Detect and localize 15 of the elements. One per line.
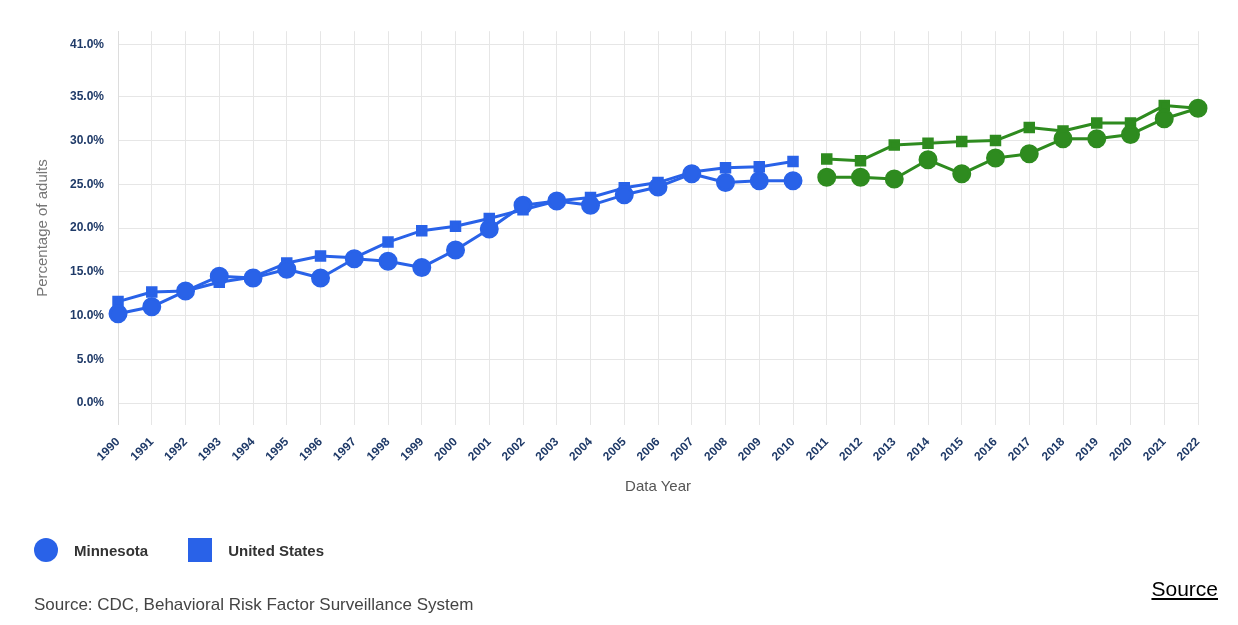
y-tick-label: 20.0% — [69, 220, 105, 235]
y-tick-label: 35.0% — [69, 89, 105, 104]
source-note: Source: CDC, Behavioral Risk Factor Surveillance System — [34, 595, 474, 615]
y-tick-label: 5.0% — [76, 351, 105, 366]
y-tick-label: 41.0% — [69, 36, 105, 51]
text: Source — [1151, 577, 1218, 601]
y-axis-title: Percentage of adults — [33, 159, 51, 297]
y-tick-label: 25.0% — [69, 176, 105, 191]
y-tick-label: 10.0% — [69, 307, 105, 322]
y-tick-label: 30.0% — [69, 132, 105, 147]
x-axis-title: Data Year — [625, 477, 691, 495]
legend-label: Minnesota — [74, 541, 149, 559]
y-tick-label: 15.0% — [69, 264, 105, 279]
y-tick-label: 0.0% — [76, 395, 105, 410]
legend-label: United States — [228, 541, 325, 559]
